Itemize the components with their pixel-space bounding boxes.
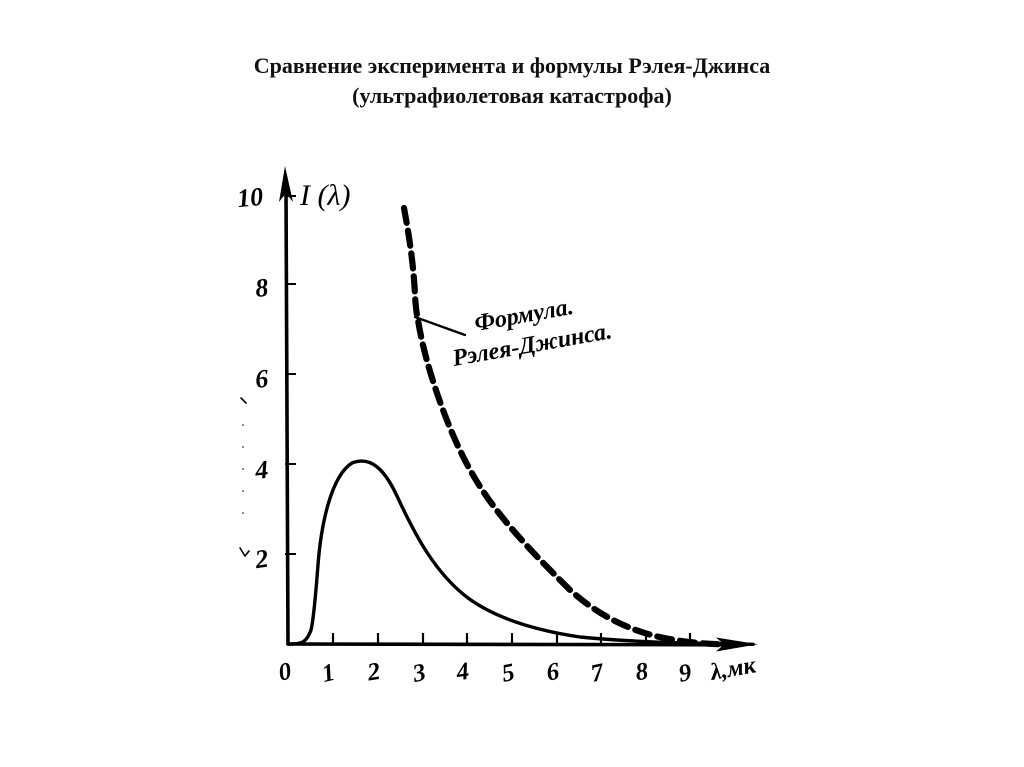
- svg-text:1: 1: [319, 659, 337, 688]
- svg-text:4: 4: [454, 658, 471, 687]
- svg-text:6: 6: [545, 658, 562, 687]
- svg-text:0: 0: [276, 658, 294, 687]
- svg-text:10: 10: [236, 182, 265, 214]
- svg-text:8: 8: [254, 273, 270, 303]
- svg-text:4: 4: [253, 455, 270, 485]
- svg-text:6: 6: [254, 364, 270, 394]
- svg-text:9: 9: [677, 659, 694, 688]
- svg-text:5: 5: [499, 659, 516, 688]
- svg-text:λ,мк: λ,мк: [708, 652, 759, 686]
- svg-text:3: 3: [409, 659, 428, 688]
- svg-text:2: 2: [365, 658, 383, 687]
- svg-text:8: 8: [634, 658, 651, 687]
- svg-text:I (λ): I (λ): [299, 179, 350, 212]
- svg-text:2: 2: [252, 544, 270, 575]
- svg-text:7: 7: [588, 659, 607, 688]
